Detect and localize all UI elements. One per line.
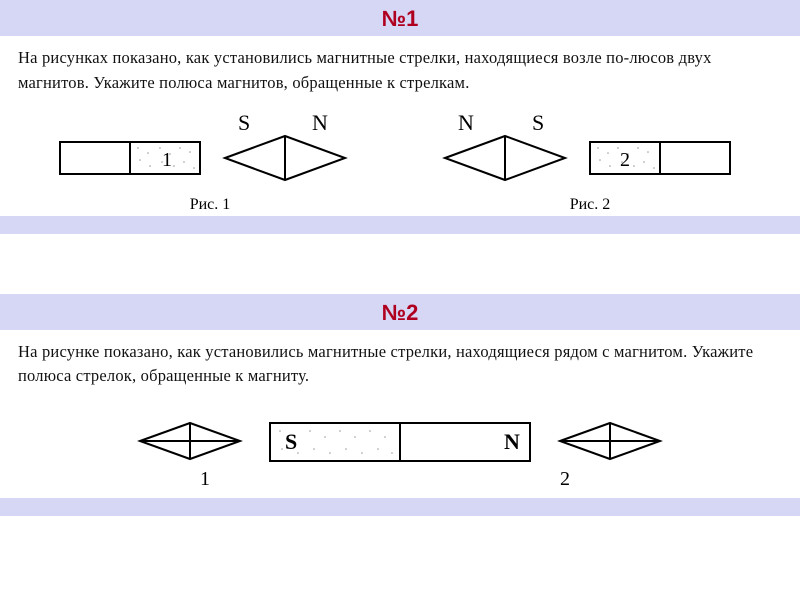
p2-right-num: 2 <box>560 468 570 490</box>
problem1-fig1-svg: 1 S N <box>50 108 370 194</box>
problem1-fig2-svg: N S 2 <box>430 108 750 194</box>
problem1-fig1: 1 S N Рис. 1 <box>50 108 370 214</box>
spacer <box>0 234 800 294</box>
problem2-svg: 1 S N 2 <box>120 401 680 496</box>
band-after-p1 <box>0 216 800 234</box>
fig2-needle-S: S <box>532 110 544 135</box>
fig2-caption: Рис. 2 <box>430 196 750 214</box>
p2-magnet-S: S <box>285 429 297 454</box>
band-after-p2 <box>0 498 800 516</box>
fig1-magnet-label: 1 <box>162 149 172 171</box>
problem1-figures: 1 S N Рис. 1 N S <box>0 104 800 216</box>
problem1-header: №1 <box>0 0 800 36</box>
p2-magnet-N: N <box>504 429 520 454</box>
p2-left-num: 1 <box>200 468 210 490</box>
problem2-figure: 1 S N 2 <box>0 397 800 498</box>
problem2-header: №2 <box>0 294 800 330</box>
problem1-fig2: N S 2 Рис. 2 <box>430 108 750 214</box>
fig2-needle-N: N <box>458 110 474 135</box>
fig1-caption: Рис. 1 <box>50 196 370 214</box>
problem2-number: №2 <box>382 300 419 325</box>
problem1-number: №1 <box>382 6 419 31</box>
fig1-needle-N: N <box>312 110 328 135</box>
fig2-magnet-label: 2 <box>620 149 630 171</box>
fig1-needle-S: S <box>238 110 250 135</box>
problem2-text: На рисунке показано, как установились ма… <box>0 330 800 398</box>
problem1-text: На рисунках показано, как установились м… <box>0 36 800 104</box>
